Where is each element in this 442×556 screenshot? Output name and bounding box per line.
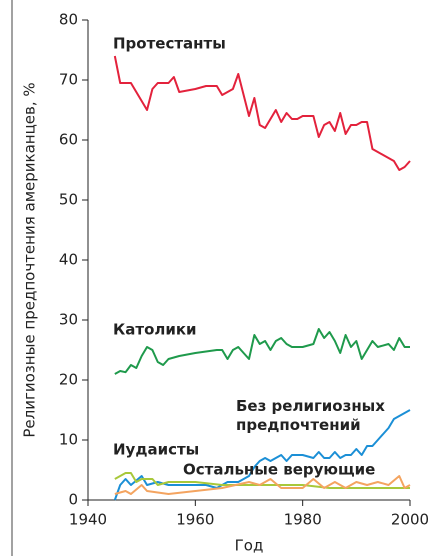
y-tick-label: 80	[59, 11, 78, 29]
series-line	[114, 328, 410, 375]
y-axis-label: Религиозные предпочтения американцев, %	[21, 82, 39, 437]
x-tick-label: 1960	[176, 511, 214, 529]
series-line	[114, 475, 411, 495]
y-tick-label: 60	[59, 131, 78, 149]
y-tick-label: 70	[59, 71, 78, 89]
series-line	[113, 55, 411, 171]
series-label: Без религиозных предпочтений	[236, 397, 385, 434]
y-tick-label: 0	[68, 491, 78, 509]
y-tick-label: 30	[59, 311, 78, 329]
y-tick-label: 10	[59, 431, 78, 449]
series-label: Католики	[113, 321, 197, 339]
y-tick-label: 50	[59, 191, 78, 209]
series-label: Протестанты	[113, 35, 226, 53]
x-tick-label: 1940	[69, 511, 107, 529]
series-line	[114, 472, 410, 489]
x-tick-label: 1980	[284, 511, 322, 529]
series-label: Иудаисты	[113, 441, 199, 459]
x-tick-label: 2000	[391, 511, 429, 529]
y-tick-label: 20	[59, 371, 78, 389]
x-axis-label: Год	[235, 537, 264, 555]
y-tick-label: 40	[59, 251, 78, 269]
series-label: Остальные верующие	[183, 461, 375, 479]
